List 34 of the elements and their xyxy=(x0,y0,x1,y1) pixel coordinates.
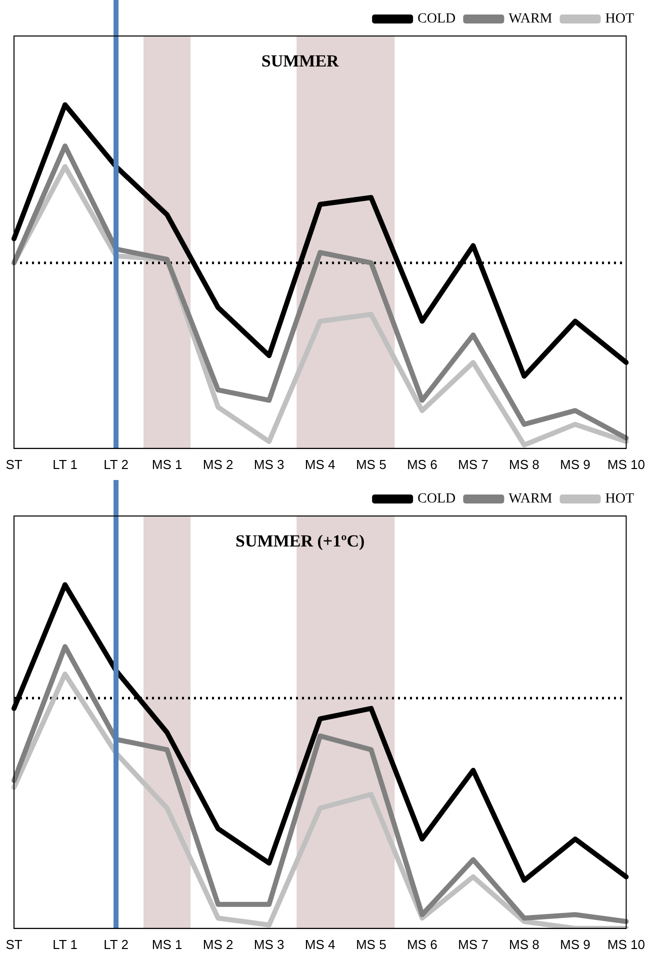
x-tick-label: MS 4 xyxy=(304,456,336,472)
x-tick-label: MS 7 xyxy=(458,456,488,472)
x-tick-label: MS 5 xyxy=(356,936,386,952)
x-tick-label: MS 8 xyxy=(509,936,540,952)
x-tick-label: MS 1 xyxy=(152,456,182,472)
legend-label: HOT xyxy=(605,12,634,27)
x-tick-label: MS 6 xyxy=(406,936,438,952)
chart-title: SUMMER xyxy=(261,51,340,70)
legend-label: COLD xyxy=(418,492,456,507)
x-tick-label: MS 2 xyxy=(202,456,234,472)
x-tick-label: MS 10 xyxy=(607,456,646,472)
x-tick-label: MS 10 xyxy=(607,936,646,952)
chart-title: SUMMER (+1ºC) xyxy=(236,531,365,550)
legend-label: HOT xyxy=(605,492,634,507)
legend-label: WARM xyxy=(508,492,553,507)
x-tick-label: LT 1 xyxy=(52,936,78,952)
x-tick-label: MS 9 xyxy=(560,936,590,952)
legend-label: WARM xyxy=(508,12,553,27)
x-tick-label: MS 2 xyxy=(202,936,234,952)
x-tick-label: LT 2 xyxy=(104,456,128,472)
legend-label: COLD xyxy=(418,12,456,27)
x-tick-label: MS 1 xyxy=(152,936,182,952)
x-tick-label: MS 3 xyxy=(254,936,284,952)
x-tick-label: MS 4 xyxy=(304,936,336,952)
x-tick-label: MS 9 xyxy=(560,456,590,472)
x-tick-label: MS 3 xyxy=(254,456,284,472)
x-tick-label: LT 2 xyxy=(104,936,128,952)
x-tick-label: MS 8 xyxy=(509,456,540,472)
x-tick-label: LT 1 xyxy=(52,456,78,472)
x-tick-label: ST xyxy=(6,936,22,952)
x-tick-label: ST xyxy=(6,456,22,472)
x-tick-label: MS 6 xyxy=(406,456,438,472)
x-tick-label: MS 7 xyxy=(458,936,488,952)
x-tick-label: MS 5 xyxy=(356,456,386,472)
